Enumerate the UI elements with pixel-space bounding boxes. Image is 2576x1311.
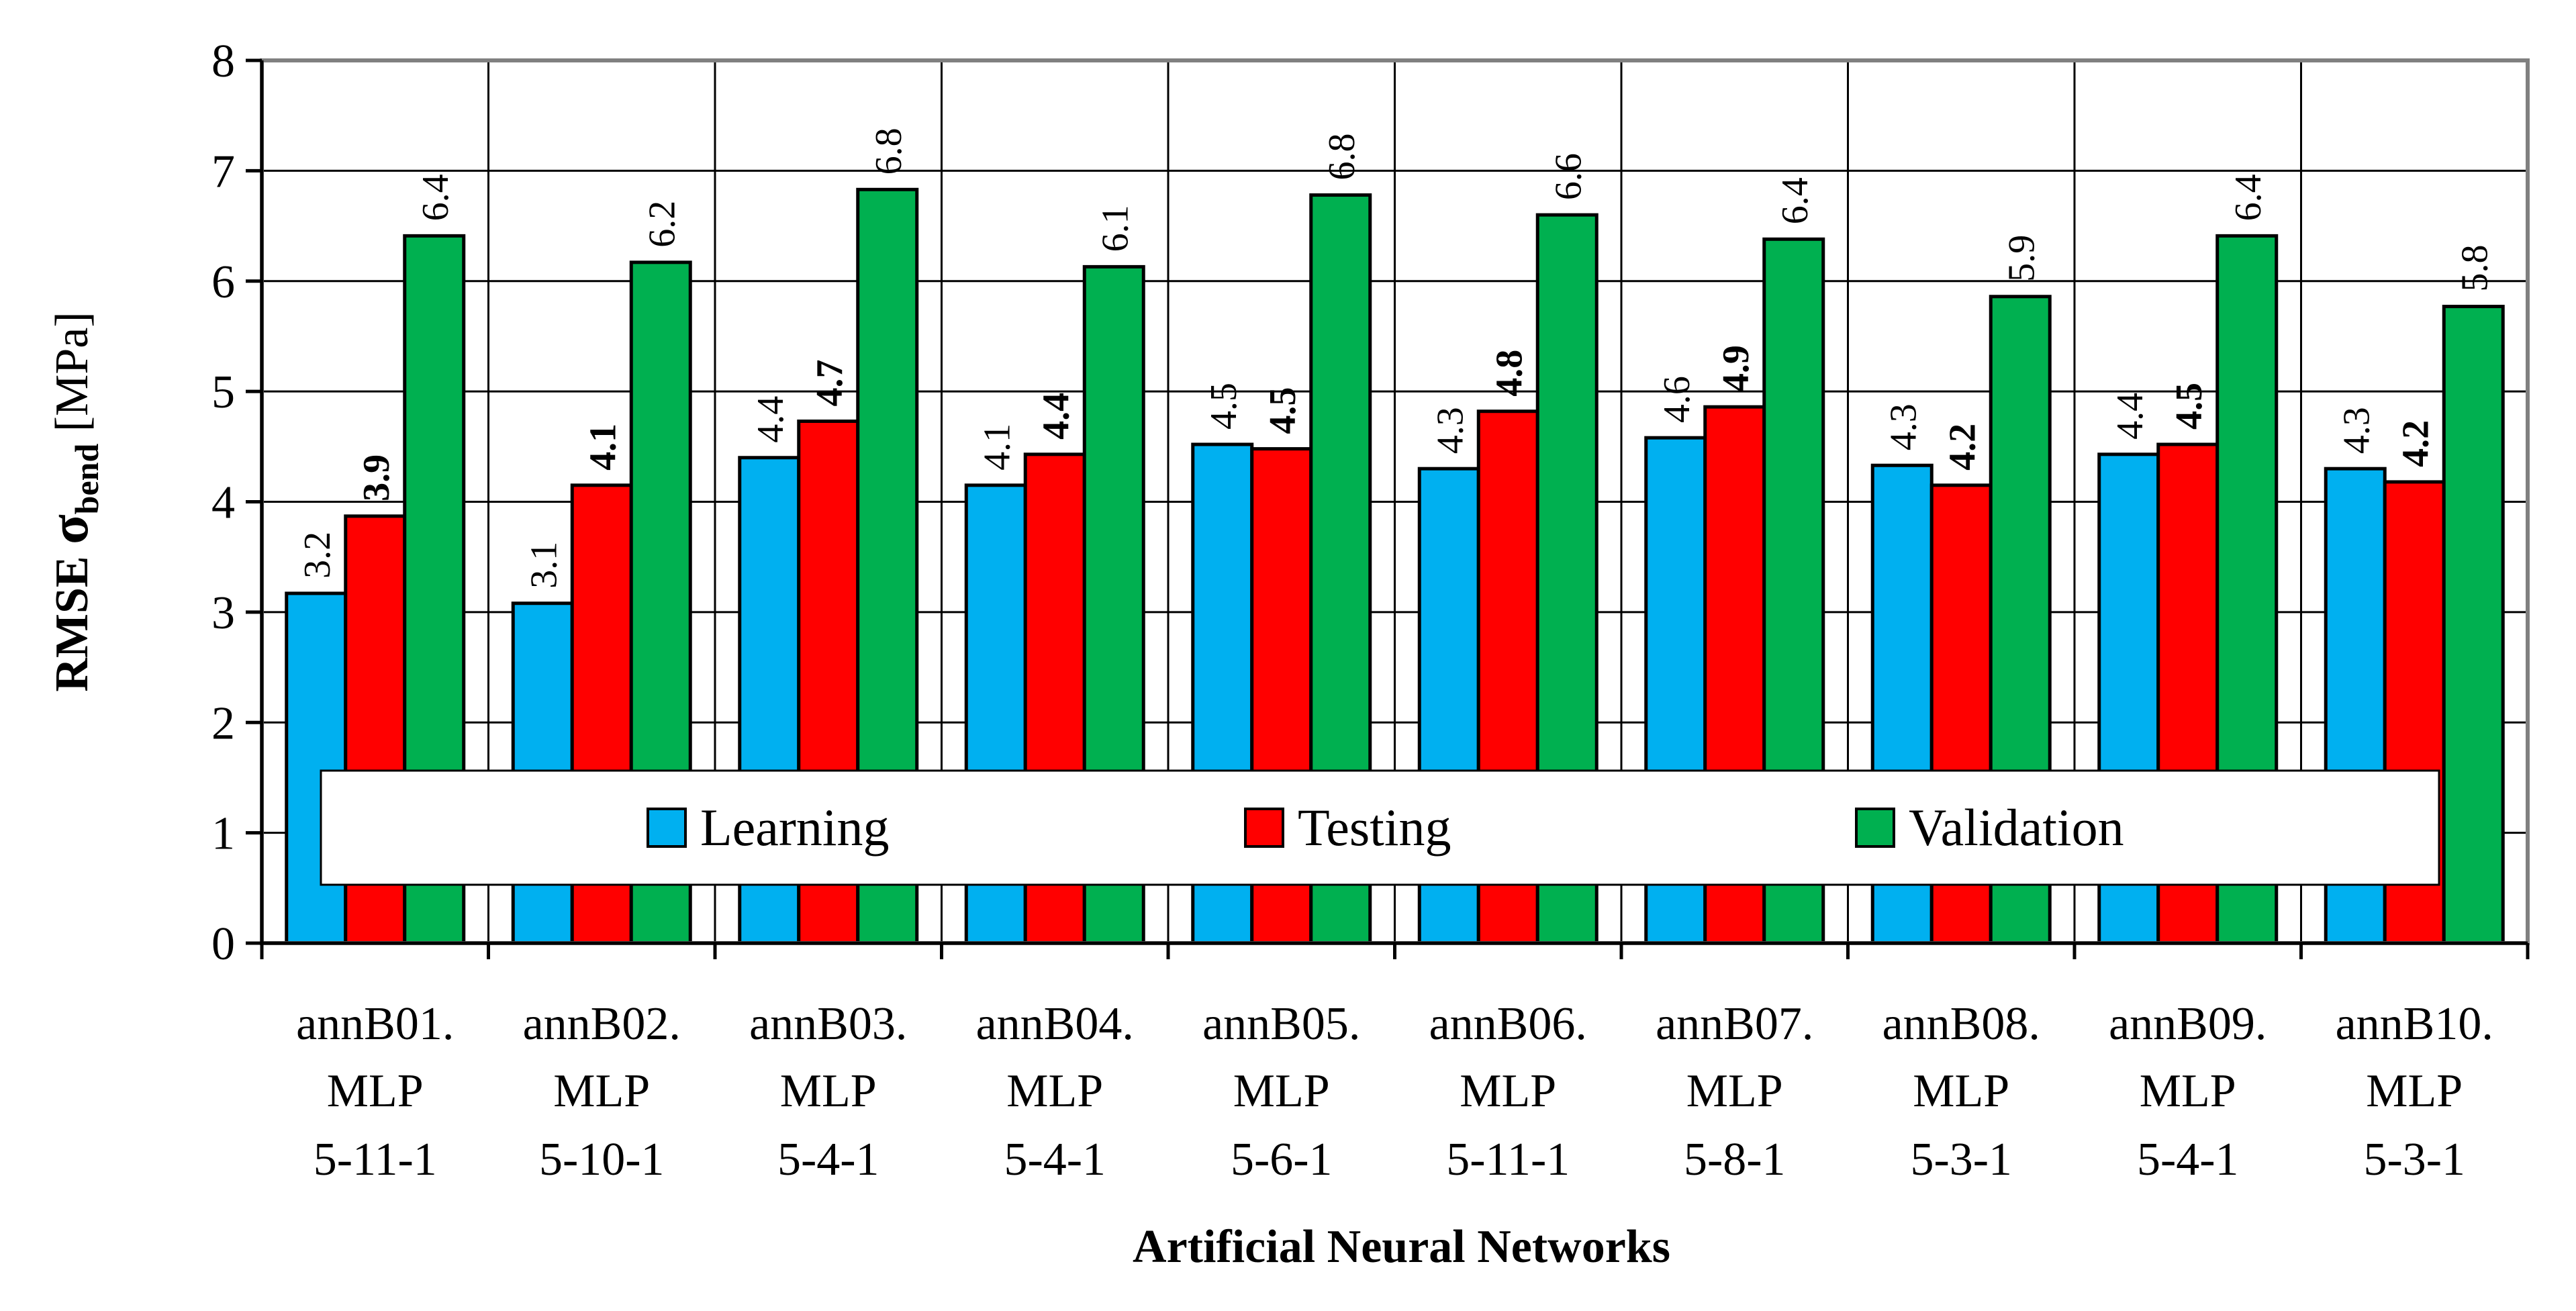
- bar-validation: [2442, 305, 2505, 945]
- data-label-learning: 4.3: [1882, 403, 1924, 450]
- y-tick-label: 3: [211, 587, 235, 639]
- y-axis-title: RMSE σbend [MPa]: [38, 311, 105, 691]
- y-axis-title-unit: [MPa]: [46, 311, 98, 443]
- x-category-label: 5-10-1: [539, 1134, 665, 1185]
- x-category-label: annB02.: [523, 998, 681, 1050]
- data-label-testing: 4.7: [809, 360, 851, 407]
- legend-swatch-learning: [647, 808, 687, 848]
- x-category-label: 5-3-1: [1910, 1134, 2012, 1185]
- x-category-label: MLP: [1233, 1065, 1330, 1117]
- x-category-label: MLP: [1686, 1065, 1783, 1117]
- data-label-learning: 4.6: [1656, 376, 1698, 423]
- data-label-validation: 5.8: [2454, 245, 2495, 292]
- data-label-validation: 5.9: [2001, 235, 2042, 282]
- x-category-label: annB04.: [976, 998, 1134, 1050]
- y-tick-label: 2: [211, 697, 235, 749]
- legend-label-validation: Validation: [1909, 798, 2124, 857]
- data-label-testing: 4.4: [1035, 393, 1077, 440]
- data-label-validation: 6.8: [868, 128, 910, 175]
- axes: 0 1 2 3 4 5 6 7 8 annB01. MLP 5-11-1 annB02. MLP 5-10-…: [38, 36, 2530, 1273]
- x-category-label: annB05.: [1202, 998, 1360, 1050]
- x-category-label: 5-3-1: [2363, 1134, 2465, 1185]
- data-label-validation: 6.1: [1094, 205, 1136, 252]
- data-label-testing: 4.9: [1715, 345, 1757, 392]
- x-category-label: 5-4-1: [1004, 1134, 1106, 1185]
- legend-swatch-validation: [1855, 808, 1895, 848]
- x-category-label: MLP: [553, 1065, 650, 1117]
- x-category-label: MLP: [1913, 1065, 2009, 1117]
- y-tick-label: 8: [211, 36, 235, 87]
- x-category-label: 5-4-1: [777, 1134, 879, 1185]
- y-tick-label: 6: [211, 256, 235, 308]
- data-label-validation: 6.4: [2228, 174, 2269, 221]
- data-label-validation: 6.2: [641, 201, 683, 248]
- x-category-label: annB08.: [1882, 998, 2040, 1050]
- x-category-label: annB03.: [749, 998, 907, 1050]
- x-category-label: 5-11-1: [314, 1134, 437, 1185]
- y-tick-label: 0: [211, 918, 235, 970]
- x-category-label: annB01.: [296, 998, 454, 1050]
- x-category-label: 5-8-1: [1684, 1134, 1786, 1185]
- legend-swatch-testing: [1244, 808, 1284, 848]
- data-label-testing: 4.8: [1488, 350, 1530, 397]
- data-label-validation: 6.8: [1321, 134, 1363, 181]
- x-category-label: MLP: [2366, 1065, 2463, 1117]
- data-label-learning: 4.3: [1429, 407, 1471, 454]
- x-category-label: 5-6-1: [1231, 1134, 1333, 1185]
- data-label-testing: 4.2: [2395, 420, 2436, 467]
- data-label-validation: 6.4: [1774, 177, 1816, 224]
- data-label-testing: 4.1: [582, 424, 624, 471]
- data-label-learning: 4.5: [1203, 383, 1245, 430]
- x-category-label: MLP: [2140, 1065, 2236, 1117]
- y-axis-title-subscript: bend: [68, 444, 105, 515]
- x-category-label: annB10.: [2336, 998, 2493, 1050]
- legend: Learning Testing Validation: [320, 769, 2440, 886]
- data-labels: 3.2 3.9 6.4 3.1 4.1 6.2 4.4 4.7 6.8 4.1 4.4 6.1 4.5 4…: [297, 128, 2496, 588]
- x-category-label: annB09.: [2109, 998, 2267, 1050]
- y-tick-label: 4: [211, 477, 235, 529]
- legend-label-testing: Testing: [1298, 798, 1451, 857]
- data-label-learning: 4.4: [750, 396, 792, 443]
- data-label-testing: 3.9: [356, 454, 397, 501]
- y-tick-label: 5: [211, 367, 235, 418]
- data-label-learning: 4.3: [2336, 407, 2377, 454]
- x-category-label: MLP: [327, 1065, 424, 1117]
- x-category-label: MLP: [1460, 1065, 1556, 1117]
- data-label-testing: 4.2: [1942, 424, 1983, 471]
- x-category-label: annB06.: [1429, 998, 1587, 1050]
- x-category-label: MLP: [780, 1065, 877, 1117]
- x-category-label: annB07.: [1656, 998, 1813, 1050]
- x-axis-title: Artificial Neural Networks: [1133, 1221, 1670, 1273]
- data-label-learning: 4.1: [976, 424, 1018, 471]
- x-category-label: 5-11-1: [1446, 1134, 1570, 1185]
- data-label-learning: 4.4: [2109, 393, 2151, 440]
- legend-label-learning: Learning: [700, 798, 890, 857]
- bar-learning: [285, 591, 348, 945]
- y-tick-label: 7: [211, 146, 235, 197]
- y-axis-title-prefix: RMSE: [46, 544, 98, 692]
- data-label-testing: 4.5: [1262, 387, 1304, 434]
- data-label-testing: 4.5: [2168, 383, 2210, 430]
- y-tick-label: 1: [211, 808, 235, 860]
- data-label-validation: 6.4: [415, 174, 457, 221]
- data-label-learning: 3.1: [523, 542, 565, 589]
- x-category-label: MLP: [1006, 1065, 1103, 1117]
- x-category-label: 5-4-1: [2137, 1134, 2239, 1185]
- y-axis-title-symbol: σ: [38, 514, 99, 544]
- data-label-learning: 3.2: [297, 532, 338, 579]
- data-label-validation: 6.6: [1547, 153, 1589, 200]
